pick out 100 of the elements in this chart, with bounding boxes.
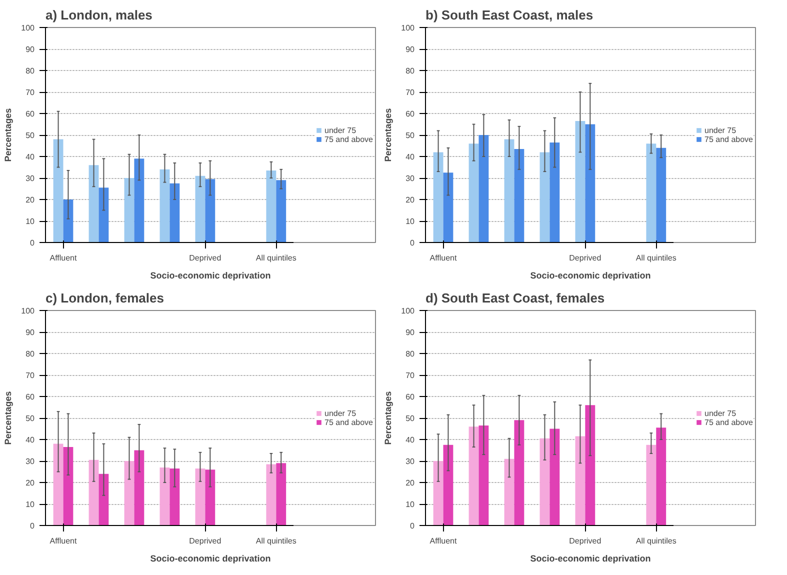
x-tick-label: All quintiles	[256, 536, 296, 546]
y-tick-label: 0	[30, 238, 36, 248]
bar	[656, 428, 666, 526]
x-tick-label: All quintiles	[256, 254, 296, 262]
bar	[478, 426, 489, 526]
y-tick-label: 20	[26, 196, 36, 204]
legend-label: under 75	[324, 408, 356, 418]
bar	[53, 444, 64, 526]
legend-label: 75 and above	[704, 418, 753, 426]
y-tick-label: 50	[406, 414, 416, 423]
y-tick-label: 80	[406, 66, 416, 76]
bar	[160, 467, 170, 526]
x-tick-label: Affluent	[430, 536, 458, 546]
y-tick-label: 0	[410, 522, 416, 530]
y-tick-label: 50	[26, 131, 36, 140]
chart-title: a) London, males	[46, 8, 152, 22]
y-tick-label: 30	[406, 174, 416, 183]
bar	[443, 444, 454, 526]
bar	[468, 144, 479, 242]
bar	[195, 176, 206, 242]
bar	[53, 139, 64, 242]
y-tick-label: 20	[406, 196, 416, 204]
bar	[160, 169, 170, 242]
y-tick-label: 30	[26, 174, 36, 183]
y-tick-label: 100	[21, 24, 36, 32]
bar	[63, 200, 74, 242]
y-tick-label: 30	[26, 457, 36, 466]
y-tick-label: 40	[26, 436, 36, 444]
y-tick-label: 40	[406, 436, 416, 444]
y-tick-label: 90	[406, 328, 416, 337]
y-tick-label: 0	[410, 238, 416, 248]
bar	[433, 152, 444, 242]
y-tick-label: 50	[26, 414, 36, 423]
bar	[478, 135, 489, 242]
y-tick-label: 10	[406, 500, 416, 509]
x-axis-title: Socio-economic deprivation	[530, 270, 651, 280]
y-tick-label: 20	[26, 478, 36, 488]
bar	[276, 180, 286, 242]
bar	[550, 428, 560, 526]
y-tick-label: 80	[406, 350, 416, 358]
y-tick-label: 90	[26, 328, 36, 337]
bar	[550, 142, 560, 242]
bar	[468, 426, 479, 526]
y-axis-title: Percentages	[383, 108, 394, 162]
bar	[88, 460, 99, 526]
x-tick-label: All quintiles	[636, 254, 676, 262]
y-tick-label: 10	[26, 217, 36, 226]
y-tick-label: 100	[21, 306, 36, 316]
bar	[646, 144, 656, 242]
legend-label: 75 and above	[704, 134, 753, 144]
bar	[575, 121, 586, 242]
bar	[504, 139, 514, 242]
y-axis-title: Percentages	[3, 108, 14, 162]
x-axis-title: Socio-economic deprivation	[150, 270, 271, 280]
bar	[504, 458, 514, 526]
bar	[540, 152, 550, 242]
y-tick-label: 0	[30, 522, 36, 530]
y-tick-label: 10	[406, 217, 416, 226]
bar	[63, 447, 74, 526]
y-tick-label: 40	[406, 152, 416, 162]
y-tick-label: 90	[406, 45, 416, 54]
bar	[276, 463, 286, 526]
x-tick-label: Deprived	[569, 254, 602, 262]
y-axis-title: Percentages	[383, 391, 394, 445]
chart-title: b) South East Coast, males	[426, 8, 594, 22]
y-tick-label: 70	[406, 88, 416, 97]
y-tick-label: 50	[406, 131, 416, 140]
bar	[134, 158, 144, 242]
y-axis-title: Percentages	[3, 391, 14, 445]
bar	[170, 468, 180, 526]
y-tick-label: 100	[401, 306, 416, 316]
bar	[124, 461, 134, 526]
x-tick-label: Deprived	[189, 254, 222, 262]
bar	[585, 405, 596, 526]
bar	[646, 444, 656, 526]
legend-label: under 75	[704, 408, 736, 418]
y-tick-label: 100	[401, 24, 416, 32]
y-tick-label: 60	[26, 392, 36, 402]
x-axis-title: Socio-economic deprivation	[150, 554, 271, 564]
bar	[514, 148, 524, 242]
x-axis-title: Socio-economic deprivation	[530, 554, 651, 564]
y-tick-label: 70	[26, 88, 36, 97]
bar	[575, 436, 586, 526]
y-tick-label: 10	[26, 500, 36, 509]
chart-title: c) London, females	[46, 290, 164, 306]
x-tick-label: Deprived	[569, 536, 602, 546]
bar	[540, 438, 550, 526]
bar	[98, 188, 109, 242]
y-tick-label: 80	[26, 350, 36, 358]
legend-label: under 75	[704, 126, 736, 134]
y-tick-label: 20	[406, 478, 416, 488]
y-tick-label: 30	[406, 457, 416, 466]
x-tick-label: All quintiles	[636, 536, 676, 546]
bar	[656, 148, 666, 242]
bar	[98, 474, 109, 526]
bar	[266, 170, 276, 242]
y-tick-label: 70	[26, 371, 36, 380]
bar	[433, 461, 444, 526]
bar	[124, 178, 134, 242]
bar	[205, 470, 216, 526]
